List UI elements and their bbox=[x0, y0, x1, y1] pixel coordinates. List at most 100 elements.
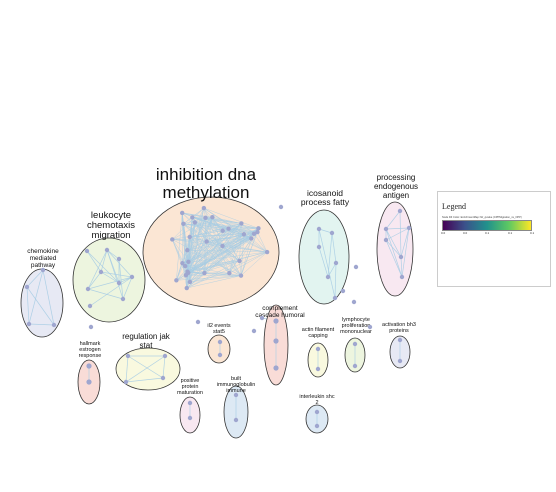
node[interactable] bbox=[383, 226, 389, 232]
cluster-il2[interactable]: il2 events stat5 bbox=[207, 323, 231, 364]
cluster-regulation[interactable]: regulation jak stat bbox=[115, 332, 181, 391]
node[interactable] bbox=[273, 318, 279, 324]
singleton-node[interactable] bbox=[353, 264, 359, 270]
cluster-activation[interactable]: activation bh3 proteins bbox=[382, 322, 416, 369]
node[interactable] bbox=[217, 339, 223, 345]
singleton-node[interactable] bbox=[251, 328, 257, 334]
singleton-node[interactable] bbox=[195, 319, 201, 325]
node[interactable] bbox=[273, 365, 279, 371]
node[interactable] bbox=[249, 236, 254, 241]
node[interactable] bbox=[160, 375, 166, 381]
node[interactable] bbox=[352, 363, 358, 369]
node[interactable] bbox=[187, 234, 192, 240]
node[interactable] bbox=[120, 296, 126, 302]
node[interactable] bbox=[238, 273, 244, 278]
node[interactable] bbox=[210, 214, 215, 220]
node[interactable] bbox=[84, 248, 90, 254]
node[interactable] bbox=[51, 322, 57, 328]
node[interactable] bbox=[104, 247, 110, 253]
node[interactable] bbox=[26, 321, 32, 327]
node[interactable] bbox=[86, 379, 92, 385]
cluster-interleukin[interactable]: interleukin shc 2 bbox=[299, 394, 335, 434]
cluster-actin[interactable]: actin filament capping bbox=[302, 327, 335, 378]
node[interactable] bbox=[220, 228, 225, 233]
node[interactable] bbox=[183, 272, 189, 278]
node[interactable] bbox=[398, 254, 404, 260]
cluster-positive[interactable]: positive protein maturation bbox=[177, 378, 203, 434]
node[interactable] bbox=[170, 237, 175, 242]
node[interactable] bbox=[187, 279, 193, 285]
node[interactable] bbox=[87, 303, 93, 309]
node[interactable] bbox=[201, 205, 207, 211]
node[interactable] bbox=[40, 267, 46, 273]
node[interactable] bbox=[184, 285, 189, 291]
node[interactable] bbox=[383, 237, 389, 243]
node[interactable] bbox=[202, 270, 207, 276]
singleton-node[interactable] bbox=[88, 324, 94, 330]
node[interactable] bbox=[129, 274, 135, 280]
node[interactable] bbox=[329, 230, 335, 236]
singleton-node[interactable] bbox=[278, 204, 284, 210]
node[interactable] bbox=[239, 221, 244, 226]
cluster-hallmark[interactable]: hallmark estrogen response bbox=[77, 341, 101, 405]
node[interactable] bbox=[233, 417, 239, 423]
node[interactable] bbox=[174, 278, 179, 283]
cluster-chemokine[interactable]: chemokine mediated pathway bbox=[20, 248, 64, 338]
node[interactable] bbox=[182, 263, 188, 269]
node[interactable] bbox=[273, 338, 279, 344]
node[interactable] bbox=[86, 363, 92, 369]
node[interactable] bbox=[325, 274, 331, 280]
cluster-processing[interactable]: processing endogenous antigen bbox=[374, 173, 418, 297]
node[interactable] bbox=[256, 226, 261, 231]
node[interactable] bbox=[162, 353, 168, 359]
cluster-inhibition[interactable]: inhibition dna methylation bbox=[142, 165, 280, 308]
node[interactable] bbox=[237, 258, 242, 264]
node[interactable] bbox=[264, 249, 270, 255]
node[interactable] bbox=[181, 221, 186, 226]
node[interactable] bbox=[333, 260, 339, 266]
node[interactable] bbox=[226, 226, 231, 231]
node[interactable] bbox=[187, 400, 193, 406]
singleton-node[interactable] bbox=[367, 324, 373, 330]
node[interactable] bbox=[227, 270, 232, 276]
node[interactable] bbox=[180, 260, 185, 266]
cluster-complement[interactable]: complement cascade humoral bbox=[255, 304, 305, 386]
cluster-built[interactable]: built immunoglobulin immune bbox=[217, 376, 256, 439]
singleton-node[interactable] bbox=[340, 288, 346, 294]
node[interactable] bbox=[187, 415, 193, 421]
node[interactable] bbox=[125, 353, 131, 359]
node[interactable] bbox=[192, 220, 198, 225]
cluster-lymphocyte[interactable]: lymphocyte proliferation mononuclear bbox=[340, 317, 372, 373]
node[interactable] bbox=[233, 392, 239, 398]
node[interactable] bbox=[241, 232, 247, 237]
node[interactable] bbox=[332, 295, 338, 301]
node[interactable] bbox=[85, 286, 91, 292]
node[interactable] bbox=[24, 284, 30, 290]
node[interactable] bbox=[251, 231, 257, 236]
singleton-node[interactable] bbox=[259, 315, 265, 321]
node[interactable] bbox=[406, 225, 412, 231]
node[interactable] bbox=[314, 409, 320, 415]
node[interactable] bbox=[314, 423, 320, 429]
node[interactable] bbox=[397, 208, 403, 214]
node[interactable] bbox=[316, 226, 322, 232]
node[interactable] bbox=[116, 280, 122, 286]
node[interactable] bbox=[98, 269, 104, 275]
node[interactable] bbox=[180, 210, 185, 216]
node[interactable] bbox=[397, 358, 403, 364]
node[interactable] bbox=[190, 215, 195, 220]
node[interactable] bbox=[123, 379, 129, 385]
node[interactable] bbox=[186, 259, 191, 265]
node[interactable] bbox=[203, 215, 208, 220]
node[interactable] bbox=[217, 352, 223, 358]
node[interactable] bbox=[352, 341, 358, 347]
node[interactable] bbox=[315, 366, 321, 372]
node[interactable] bbox=[255, 229, 260, 235]
node[interactable] bbox=[220, 243, 225, 249]
node[interactable] bbox=[204, 239, 209, 244]
cluster-icosanoid[interactable]: icosanoid process fatty bbox=[298, 188, 350, 305]
node[interactable] bbox=[399, 274, 405, 280]
node[interactable] bbox=[316, 244, 322, 250]
node[interactable] bbox=[116, 256, 122, 262]
node[interactable] bbox=[397, 337, 403, 343]
